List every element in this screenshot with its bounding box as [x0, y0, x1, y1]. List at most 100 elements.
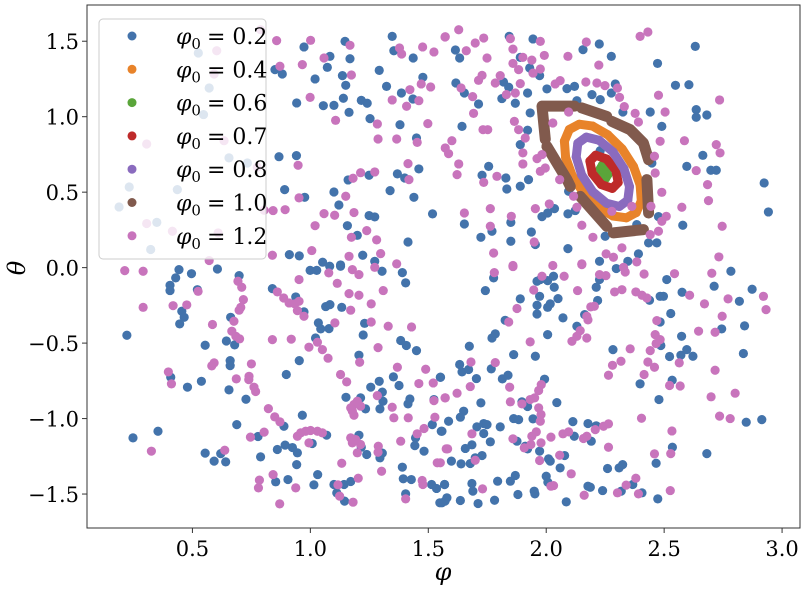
data-point	[231, 374, 241, 384]
data-point	[542, 84, 552, 94]
data-point	[389, 413, 399, 423]
data-point	[292, 431, 302, 441]
series-01.0	[536, 100, 655, 239]
data-point	[563, 244, 573, 254]
data-point	[372, 235, 382, 245]
data-point	[646, 201, 656, 211]
legend: φ0 = 0.2 φ0 = 0.4 φ0 = 0.6 φ0 = 0.7 φ0 = 0.8 φ0 = 1…	[98, 18, 267, 260]
data-point	[662, 274, 672, 285]
data-point	[429, 396, 439, 406]
data-point	[341, 80, 351, 90]
legend-label: φ0 = 1.0	[176, 192, 267, 220]
data-point	[734, 296, 744, 306]
data-point	[635, 379, 645, 389]
data-point	[676, 350, 686, 360]
data-point	[677, 287, 687, 297]
data-point	[518, 148, 528, 158]
data-point	[482, 53, 492, 63]
data-point	[428, 378, 438, 388]
data-point	[588, 121, 598, 131]
data-point	[209, 456, 219, 466]
data-point	[344, 288, 354, 299]
data-point	[501, 90, 511, 100]
data-point	[568, 416, 578, 427]
y-tick-label: −1.5	[28, 483, 79, 507]
legend-entry: φ0 = 0.7	[127, 125, 267, 153]
data-point	[577, 220, 587, 230]
data-point	[193, 286, 203, 296]
data-point	[346, 305, 356, 315]
data-point	[643, 357, 653, 367]
data-point	[583, 315, 593, 325]
data-point	[431, 483, 442, 494]
data-point	[530, 204, 540, 214]
data-point	[493, 476, 503, 486]
data-point	[555, 463, 565, 473]
data-point	[594, 39, 604, 49]
data-point	[515, 140, 525, 150]
data-point	[408, 53, 418, 63]
data-point	[518, 52, 528, 62]
data-point	[419, 423, 429, 434]
data-point	[398, 474, 408, 484]
data-point	[373, 343, 383, 353]
data-point	[454, 25, 464, 35]
data-point	[631, 473, 641, 483]
data-point	[207, 361, 217, 371]
x-tick-label: 1.5	[412, 537, 445, 561]
data-point	[585, 482, 595, 492]
data-point	[299, 311, 309, 321]
data-point	[482, 420, 492, 430]
data-point	[330, 210, 340, 220]
data-point	[725, 413, 735, 424]
data-point	[650, 168, 660, 178]
data-point	[675, 381, 685, 391]
data-point	[633, 489, 644, 499]
data-point	[374, 376, 384, 386]
series-00.7	[585, 150, 623, 193]
data-point	[310, 221, 320, 231]
data-point	[495, 71, 505, 81]
data-point	[688, 351, 698, 361]
data-point	[403, 413, 413, 423]
data-point	[335, 369, 346, 380]
data-point	[473, 75, 484, 85]
data-point	[405, 85, 415, 95]
data-point	[510, 98, 520, 108]
data-point	[410, 440, 420, 451]
data-point	[397, 49, 407, 59]
data-point	[616, 356, 626, 366]
data-point	[747, 284, 757, 294]
data-point	[338, 93, 348, 103]
data-point	[362, 226, 372, 236]
data-point	[520, 133, 530, 143]
data-point	[275, 499, 285, 509]
data-point	[515, 294, 525, 304]
data-point	[403, 159, 413, 169]
data-point	[515, 181, 525, 191]
data-point	[602, 198, 612, 208]
data-point	[536, 380, 546, 390]
data-point	[535, 455, 545, 466]
data-point	[608, 344, 618, 355]
data-point	[649, 151, 660, 161]
data-point	[225, 360, 235, 371]
data-point	[535, 166, 545, 176]
data-point	[665, 485, 675, 496]
data-point	[664, 351, 675, 362]
data-point	[378, 285, 388, 296]
data-point	[693, 326, 704, 336]
data-point	[548, 271, 559, 281]
data-point	[546, 432, 556, 442]
data-point	[375, 404, 385, 414]
data-point	[456, 459, 466, 469]
data-point	[553, 293, 563, 304]
data-point	[710, 327, 720, 337]
data-point	[657, 216, 667, 226]
data-point	[588, 232, 598, 242]
data-point	[545, 456, 555, 466]
data-point	[610, 287, 620, 297]
data-point	[401, 278, 411, 288]
data-point	[354, 350, 364, 360]
